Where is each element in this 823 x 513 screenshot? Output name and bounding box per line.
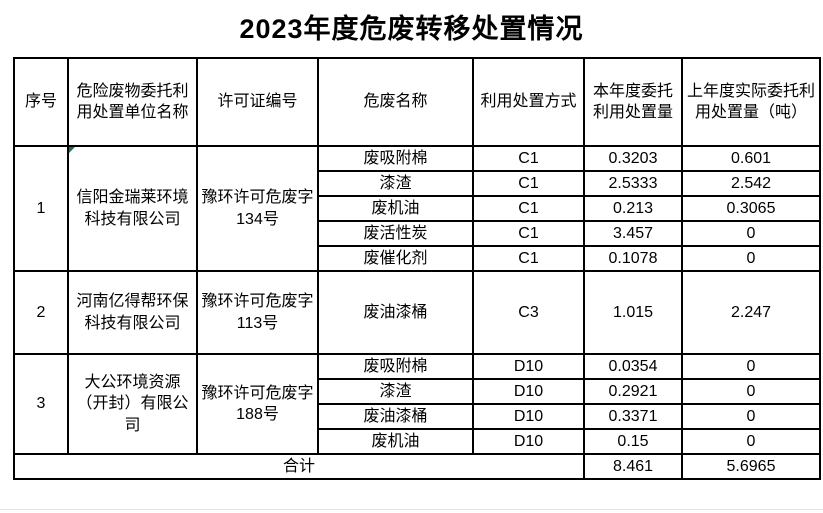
page-title: 2023年度危废转移处置情况 — [239, 14, 584, 44]
table-row: 废催化剂 C1 0.1078 0 — [14, 245, 821, 272]
cell-total-current: 8.461 — [583, 453, 683, 480]
table-row: 废机油 D10 0.15 0 — [14, 428, 821, 455]
header-company: 危险废物委托利用处置单位名称 — [67, 57, 198, 147]
cell-waste-name: 废吸附棉 — [317, 353, 474, 380]
cell-waste-name: 废机油 — [317, 195, 474, 222]
cell-current-amount: 0.3203 — [583, 145, 683, 172]
header-license: 许可证编号 — [196, 57, 319, 147]
cell-license: 豫环许可危废字134号 — [196, 145, 319, 272]
header-seq: 序号 — [13, 57, 69, 147]
cell-previous-amount: 0 — [681, 378, 821, 405]
cell-method: C3 — [472, 270, 585, 355]
header-waste-name: 危废名称 — [317, 57, 474, 147]
cell-method: C1 — [472, 245, 585, 272]
cell-seq: 3 — [13, 353, 69, 455]
table-row: 漆渣 C1 2.5333 2.542 — [14, 170, 821, 197]
cell-previous-amount: 0.601 — [681, 145, 821, 172]
cell-current-amount: 0.15 — [583, 428, 683, 455]
cell-company: 大公环境资源（开封）有限公司 — [67, 353, 198, 455]
table-row: 漆渣 D10 0.2921 0 — [14, 378, 821, 405]
waste-disposal-table: 序号 危险废物委托利用处置单位名称 许可证编号 危废名称 利用处置方式 本年度委… — [13, 57, 821, 480]
company-name: 信阳金瑞莱环境科技有限公司 — [76, 189, 189, 228]
cell-current-amount: 0.0354 — [583, 353, 683, 380]
cell-method: C1 — [472, 195, 585, 222]
error-indicator-icon — [70, 148, 75, 153]
cell-previous-amount: 0 — [681, 403, 821, 430]
cell-waste-name: 废油漆桶 — [317, 403, 474, 430]
header-method: 利用处置方式 — [472, 57, 585, 147]
cell-previous-amount: 0 — [681, 220, 821, 247]
cell-method: D10 — [472, 403, 585, 430]
cell-method: D10 — [472, 353, 585, 380]
cell-total-label: 合计 — [13, 453, 585, 480]
cell-waste-name: 漆渣 — [317, 170, 474, 197]
table-row: 废活性炭 C1 3.457 0 — [14, 220, 821, 247]
cell-method: C1 — [472, 145, 585, 172]
cell-waste-name: 废吸附棉 — [317, 145, 474, 172]
cell-total-previous: 5.6965 — [681, 453, 821, 480]
table-row: 1 信阳金瑞莱环境科技有限公司 豫环许可危废字134号 废吸附棉 C1 0.32… — [13, 145, 821, 272]
table-row: 3 大公环境资源（开封）有限公司 豫环许可危废字188号 废吸附棉 D10 0.… — [13, 353, 821, 455]
cell-waste-name: 废催化剂 — [317, 245, 474, 272]
cell-method: D10 — [472, 428, 585, 455]
cell-current-amount: 3.457 — [583, 220, 683, 247]
cell-current-amount: 0.2921 — [583, 378, 683, 405]
cell-current-amount: 1.015 — [583, 270, 683, 355]
cell-seq: 1 — [13, 145, 69, 272]
header-row: 序号 危险废物委托利用处置单位名称 许可证编号 危废名称 利用处置方式 本年度委… — [13, 57, 821, 147]
cell-company: 信阳金瑞莱环境科技有限公司 — [67, 145, 198, 272]
cell-waste-name: 废油漆桶 — [317, 270, 474, 355]
cell-license: 豫环许可危废字188号 — [196, 353, 319, 455]
cell-current-amount: 0.213 — [583, 195, 683, 222]
cell-method: C1 — [472, 220, 585, 247]
cell-method: D10 — [472, 378, 585, 405]
cell-license: 豫环许可危废字113号 — [196, 270, 319, 355]
table-row: 废油漆桶 D10 0.3371 0 — [14, 403, 821, 430]
cell-previous-amount: 0 — [681, 428, 821, 455]
table-row: 2 河南亿得帮环保科技有限公司 豫环许可危废字113号 废油漆桶 C3 1.01… — [13, 270, 821, 355]
cell-previous-amount: 0.3065 — [681, 195, 821, 222]
header-previous-amount: 上年度实际委托利用处置量（吨） — [681, 57, 821, 147]
cell-current-amount: 2.5333 — [583, 170, 683, 197]
table-row: 废机油 C1 0.213 0.3065 — [14, 195, 821, 222]
cell-previous-amount: 0 — [681, 245, 821, 272]
cell-waste-name: 漆渣 — [317, 378, 474, 405]
cell-current-amount: 0.1078 — [583, 245, 683, 272]
cell-waste-name: 废机油 — [317, 428, 474, 455]
spreadsheet-gridline — [0, 509, 823, 510]
cell-waste-name: 废活性炭 — [317, 220, 474, 247]
cell-previous-amount: 2.247 — [681, 270, 821, 355]
cell-method: C1 — [472, 170, 585, 197]
total-row: 合计 8.461 5.6965 — [13, 453, 821, 480]
cell-previous-amount: 0 — [681, 353, 821, 380]
cell-current-amount: 0.3371 — [583, 403, 683, 430]
cell-previous-amount: 2.542 — [681, 170, 821, 197]
header-current-amount: 本年度委托利用处置量 — [583, 57, 683, 147]
cell-seq: 2 — [13, 270, 69, 355]
cell-company: 河南亿得帮环保科技有限公司 — [67, 270, 198, 355]
